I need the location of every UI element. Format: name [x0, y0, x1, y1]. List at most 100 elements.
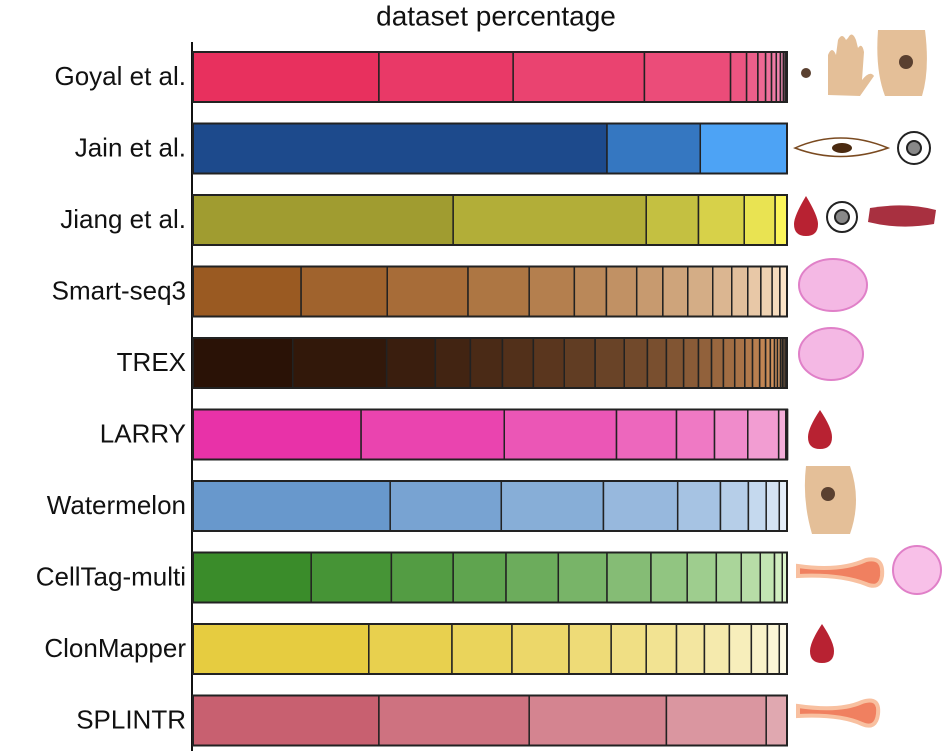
bar-outline	[192, 551, 788, 604]
y-tick-label: Smart-seq3	[52, 275, 186, 305]
bar-segment	[719, 480, 750, 532]
bar-segment	[368, 623, 453, 675]
bar-segment	[300, 265, 388, 318]
bar-segment	[765, 480, 781, 532]
bar-segment	[606, 122, 702, 175]
bar-segment	[192, 265, 302, 318]
bar-segment	[605, 265, 638, 318]
bar-outline	[192, 194, 788, 246]
bar-segment	[602, 480, 679, 532]
bar-segment	[665, 694, 767, 747]
bar-segment	[434, 337, 472, 389]
bar-outline	[192, 51, 788, 103]
bar-segment	[760, 265, 773, 318]
bar-segment	[722, 337, 736, 389]
bar-segment	[503, 408, 618, 461]
bar-outline	[192, 265, 788, 318]
bar-segment	[501, 337, 535, 389]
bar-segment	[665, 337, 685, 389]
bar-segment	[532, 337, 565, 389]
bar-segment	[778, 623, 788, 675]
bar-segment	[744, 337, 754, 389]
bar-segment	[759, 551, 776, 604]
bar-segment	[469, 337, 504, 389]
y-tick-label: CellTag-multi	[36, 561, 186, 591]
bar-segment	[778, 480, 788, 532]
bar-segment	[573, 265, 608, 318]
bar-segment	[682, 337, 700, 389]
bar-segment	[758, 337, 767, 389]
bar-segment	[777, 408, 787, 461]
bar-segment	[774, 194, 788, 246]
bar-segment	[687, 265, 714, 318]
bar-segment	[505, 551, 560, 604]
bar-segment	[728, 623, 753, 675]
bar-segment	[292, 337, 388, 389]
bar-segment	[378, 51, 514, 103]
y-tick-label: Watermelon	[47, 490, 186, 520]
chart-title: dataset percentage	[376, 0, 616, 31]
bar-segment	[675, 408, 716, 461]
y-tick-label: LARRY	[100, 418, 186, 448]
bar-outline	[192, 694, 788, 747]
bar-segment	[703, 623, 731, 675]
bar-segment	[511, 623, 570, 675]
bar-segment	[699, 122, 788, 175]
y-tick-label: ClonMapper	[44, 633, 186, 663]
bar-segment	[390, 551, 454, 604]
bar-segment	[697, 337, 713, 389]
bar-segment	[645, 623, 678, 675]
bar-segment	[635, 265, 664, 318]
bar-segment	[610, 623, 647, 675]
bar-segment	[192, 122, 608, 175]
bar-segment	[765, 694, 788, 747]
bar-segment	[750, 623, 769, 675]
bar-segment	[779, 265, 788, 318]
bar-segment	[766, 623, 781, 675]
bar-segment	[771, 265, 781, 318]
bar-segment	[757, 51, 767, 103]
bar-segment	[623, 337, 649, 389]
bar-segment	[729, 51, 748, 103]
bar-segment	[710, 337, 725, 389]
bar-segment	[643, 51, 732, 103]
bar-segment	[310, 551, 393, 604]
bar-segment	[528, 265, 576, 318]
y-tick-label: TREX	[117, 347, 186, 377]
bar-segment	[675, 623, 706, 675]
bar-segment	[360, 408, 506, 461]
bar-segment	[715, 551, 743, 604]
bar-segment	[646, 337, 668, 389]
bar-segment	[192, 408, 362, 461]
bar-segment	[452, 194, 647, 246]
bar-segment	[740, 551, 762, 604]
bar-segment	[386, 265, 469, 318]
bar-segment	[452, 551, 507, 604]
y-tick-label: Goyal et al.	[54, 61, 186, 91]
bar-segment	[192, 623, 370, 675]
bar-segment	[192, 694, 380, 747]
icons	[793, 30, 942, 728]
bar-outline	[192, 623, 788, 675]
y-tick-label: Jain et al.	[75, 132, 186, 162]
bar-segment	[712, 265, 733, 318]
bar-segment	[713, 408, 749, 461]
bar-outline	[192, 408, 788, 461]
bar-segment	[451, 623, 513, 675]
bar-segment	[192, 551, 312, 604]
bar-segment	[645, 194, 700, 246]
bar-segment	[192, 194, 454, 246]
bar-segment	[745, 51, 759, 103]
bar-segment	[773, 551, 783, 604]
bar-segment	[743, 194, 776, 246]
bar-segment	[512, 51, 646, 103]
bar-segment	[563, 337, 596, 389]
bar-segment	[676, 480, 722, 532]
bar-segment	[500, 480, 605, 532]
bar-segment	[650, 551, 688, 604]
bar-segment	[783, 337, 787, 389]
bar-outline	[192, 480, 788, 532]
bar-segment	[686, 551, 718, 604]
y-tick-label: Jiang et al.	[60, 204, 186, 234]
